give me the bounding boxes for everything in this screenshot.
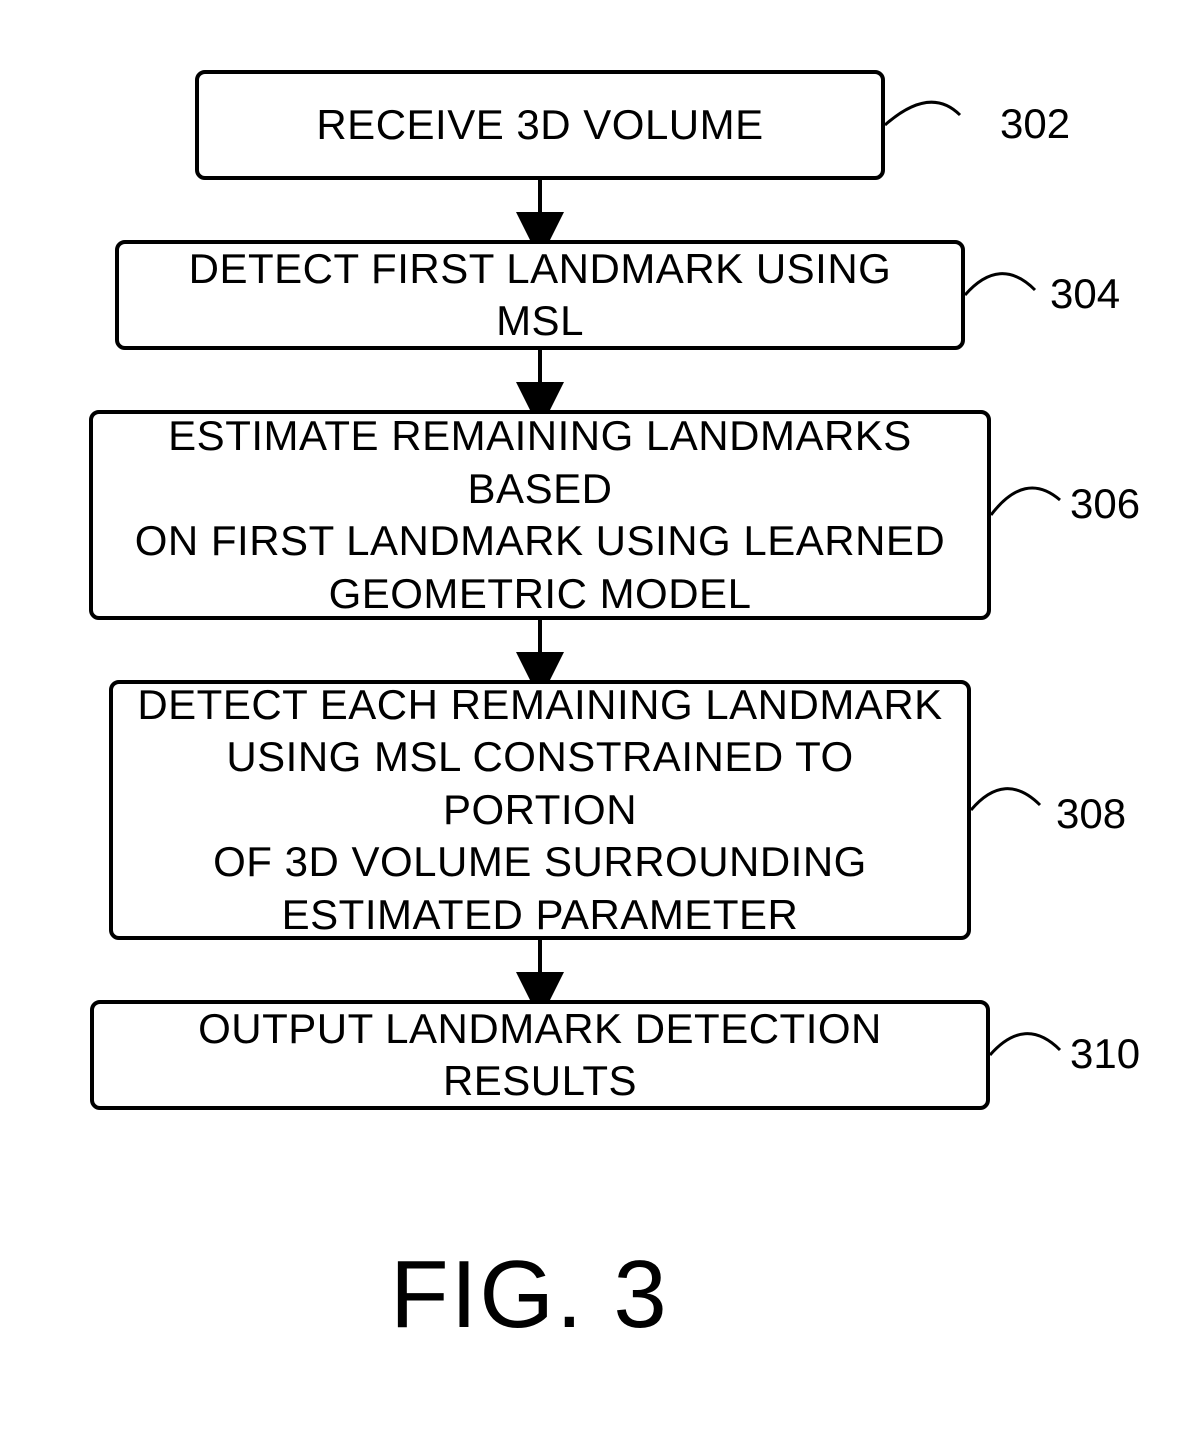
flow-node: OUTPUT LANDMARK DETECTION RESULTS: [90, 1000, 990, 1110]
flow-node: DETECT EACH REMAINING LANDMARKUSING MSL …: [109, 680, 971, 940]
flow-node-label: RECEIVE 3D VOLUME: [316, 99, 763, 152]
reference-number: 306: [1070, 480, 1140, 528]
flow-node: RECEIVE 3D VOLUME: [195, 70, 885, 180]
reference-number: 304: [1050, 270, 1120, 318]
leader-line: [971, 789, 1040, 810]
reference-number: 310: [1070, 1030, 1140, 1078]
flow-node-label: ESTIMATE REMAINING LANDMARKS BASEDON FIR…: [113, 410, 967, 620]
flowchart-canvas: RECEIVE 3D VOLUME 302 DETECT FIRST LANDMAR…: [0, 0, 1197, 1456]
leader-line: [965, 274, 1035, 295]
figure-caption: FIG. 3: [390, 1240, 669, 1350]
flow-node-label: DETECT FIRST LANDMARK USING MSL: [139, 243, 941, 348]
leader-line: [991, 488, 1060, 515]
leader-line: [885, 102, 960, 125]
flow-node: DETECT FIRST LANDMARK USING MSL: [115, 240, 965, 350]
leader-line: [990, 1034, 1060, 1055]
flow-node-label: DETECT EACH REMAINING LANDMARKUSING MSL …: [133, 679, 947, 942]
flow-node: ESTIMATE REMAINING LANDMARKS BASEDON FIR…: [89, 410, 991, 620]
flow-node-label: OUTPUT LANDMARK DETECTION RESULTS: [114, 1003, 966, 1108]
reference-number: 308: [1056, 790, 1126, 838]
reference-number: 302: [1000, 100, 1070, 148]
